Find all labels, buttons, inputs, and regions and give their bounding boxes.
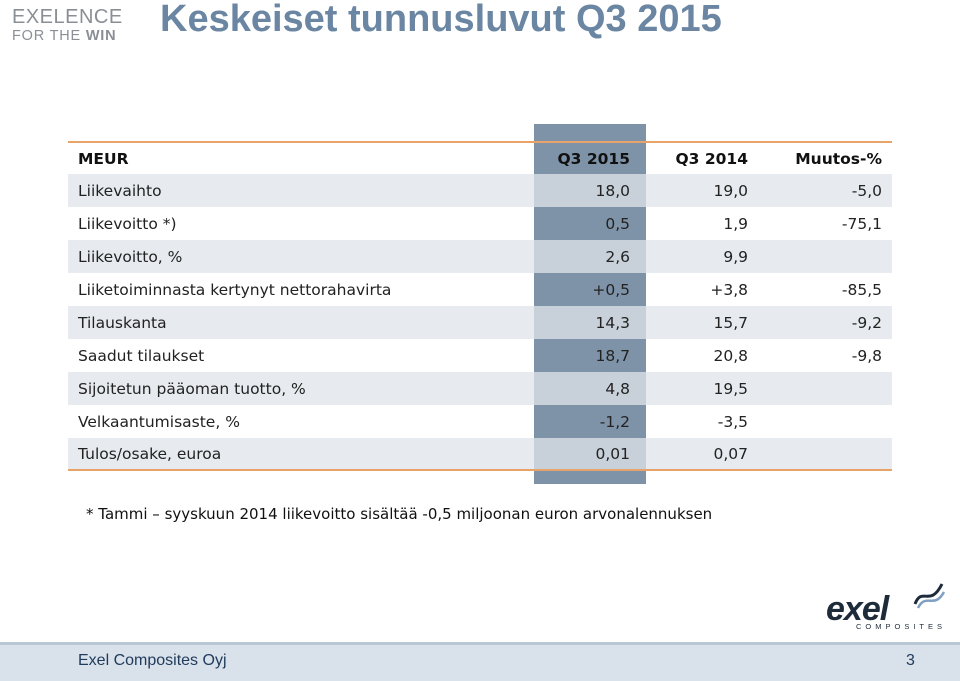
row-shade	[646, 372, 892, 405]
logo-line-1: EXELENCE	[12, 6, 123, 28]
table-cell: 0,01	[595, 444, 630, 463]
page-number: 3	[906, 652, 915, 669]
row-shade	[68, 240, 534, 273]
page-title: Keskeiset tunnusluvut Q3 2015	[160, 0, 722, 40]
table-cell: 4,8	[605, 379, 630, 398]
row-label: Velkaantumisaste, %	[78, 412, 240, 431]
table-cell: -1,2	[599, 412, 630, 431]
table-cell: -9,8	[851, 346, 882, 365]
table-cell: -5,0	[851, 181, 882, 200]
table-cell: 18,7	[595, 346, 630, 365]
logo-line-2-bold: WIN	[85, 28, 117, 44]
header-cell: Q3 2015	[557, 149, 631, 168]
table-cell: -85,5	[841, 280, 882, 299]
logo-line-2: FOR THE WIN	[12, 28, 122, 44]
table-row: Liiketoiminnasta kertynyt nettorahavirta…	[68, 273, 892, 306]
table-cell: 20,8	[713, 346, 748, 365]
swirl-icon	[913, 583, 946, 609]
row-label: Liikevoitto *)	[78, 214, 177, 233]
table-row: Sijoitetun pääoman tuotto, % 4,8 19,5	[68, 372, 892, 405]
row-label: Liiketoiminnasta kertynyt nettorahavirta	[78, 280, 392, 299]
row-shade	[534, 438, 646, 469]
row-shade	[534, 240, 646, 273]
table-cell	[748, 405, 882, 438]
header-cell: Muutos-%	[795, 149, 882, 168]
row-label: Sijoitetun pääoman tuotto, %	[78, 379, 306, 398]
logo-word: exel	[826, 590, 889, 628]
table-header-row: MEUR Q3 2015 Q3 2014 Muutos-%	[68, 141, 892, 174]
row-label: Tulos/osake, euroa	[78, 444, 222, 463]
row-shade	[534, 372, 646, 405]
row-label: Liikevaihto	[78, 181, 162, 200]
table-cell: 0,5	[605, 214, 630, 233]
table-row: Liikevoitto *) 0,5 1,9 -75,1	[68, 207, 892, 240]
table-cell: 9,9	[723, 247, 748, 266]
row-shade	[534, 306, 646, 339]
table-cell: 15,7	[713, 313, 748, 332]
table-cell: -75,1	[841, 214, 882, 233]
row-label: Liikevoitto, %	[78, 247, 183, 266]
table-cell: 18,0	[595, 181, 630, 200]
table-cell	[748, 240, 882, 273]
table-row: Saadut tilaukset 18,7 20,8 -9,8	[68, 339, 892, 372]
row-label: Saadut tilaukset	[78, 346, 205, 365]
exelence-logo: EXELENCE FOR THE WIN	[12, 6, 122, 44]
table-cell: 14,3	[595, 313, 630, 332]
footer-bar: Exel Composites Oyj 3	[0, 642, 960, 681]
row-shade	[646, 174, 892, 207]
table-cell: 19,5	[713, 379, 748, 398]
footer-divider	[0, 642, 960, 645]
table-cell: 19,0	[713, 181, 748, 200]
table-cell: +0,5	[592, 280, 630, 299]
table-row: Tulos/osake, euroa 0,01 0,07	[68, 438, 892, 471]
row-label: Tilauskanta	[78, 313, 167, 332]
logo-sub: COMPOSITES	[856, 622, 947, 631]
table-cell	[748, 438, 882, 469]
row-shade	[646, 438, 892, 469]
table-row: Liikevoitto, % 2,6 9,9	[68, 240, 892, 273]
table-cell: -9,2	[851, 313, 882, 332]
header-cell: Q3 2014	[675, 149, 749, 168]
table-cell	[748, 372, 882, 405]
row-shade	[68, 306, 534, 339]
row-shade	[534, 174, 646, 207]
table-cell: 2,6	[605, 247, 630, 266]
footnote: * Tammi – syyskuun 2014 liikevoitto sisä…	[86, 505, 713, 523]
row-shade	[68, 438, 534, 469]
row-shade	[68, 372, 534, 405]
row-shade	[646, 240, 892, 273]
table-row: Velkaantumisaste, % -1,2 -3,5	[68, 405, 892, 438]
footer-company: Exel Composites Oyj	[78, 652, 227, 669]
table-cell: -3,5	[717, 412, 748, 431]
row-shade	[68, 174, 534, 207]
row-shade	[646, 306, 892, 339]
table-row: Tilauskanta 14,3 15,7 -9,2	[68, 306, 892, 339]
logo-line-2-text: FOR THE	[12, 28, 86, 44]
key-figures-table: MEUR Q3 2015 Q3 2014 Muutos-% Liikevaiht…	[68, 141, 892, 471]
exel-composites-logo: exel COMPOSITES	[826, 578, 946, 634]
table-cell: 0,07	[713, 444, 748, 463]
table-cell: +3,8	[710, 280, 748, 299]
header-cell: MEUR	[78, 149, 129, 168]
table-row: Liikevaihto 18,0 19,0 -5,0	[68, 174, 892, 207]
table-cell: 1,9	[723, 214, 748, 233]
